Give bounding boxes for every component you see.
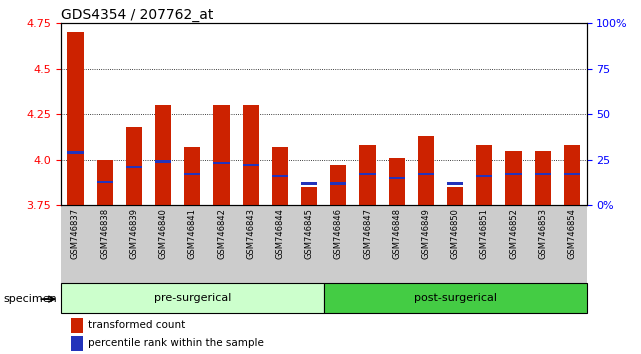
- Bar: [272, 175, 288, 177]
- Text: GSM746839: GSM746839: [129, 208, 138, 259]
- Bar: [213, 105, 229, 205]
- Bar: [67, 32, 83, 205]
- Text: post-surgerical: post-surgerical: [413, 293, 497, 303]
- Bar: [126, 166, 142, 168]
- Bar: [506, 151, 522, 205]
- Bar: [330, 182, 346, 184]
- Bar: [535, 151, 551, 205]
- Text: GSM746845: GSM746845: [304, 208, 313, 258]
- Bar: [126, 127, 142, 205]
- Bar: [67, 152, 83, 154]
- Bar: [388, 177, 404, 179]
- Text: GSM746848: GSM746848: [392, 208, 401, 259]
- Text: GSM746844: GSM746844: [276, 208, 285, 258]
- Text: GSM746854: GSM746854: [567, 208, 576, 258]
- Bar: [272, 147, 288, 205]
- Text: GSM746841: GSM746841: [188, 208, 197, 258]
- Bar: [506, 173, 522, 176]
- Bar: [243, 105, 259, 205]
- Bar: [388, 158, 404, 205]
- Bar: [360, 145, 376, 205]
- Bar: [155, 105, 171, 205]
- Bar: [418, 136, 434, 205]
- Bar: [97, 181, 113, 183]
- Text: GSM746843: GSM746843: [246, 208, 255, 259]
- Bar: [155, 160, 171, 162]
- Text: GSM746846: GSM746846: [334, 208, 343, 259]
- Bar: [447, 182, 463, 184]
- Bar: [360, 173, 376, 176]
- Bar: [447, 187, 463, 205]
- Bar: [61, 283, 324, 313]
- Bar: [324, 283, 587, 313]
- Bar: [213, 162, 229, 165]
- Text: GSM746850: GSM746850: [451, 208, 460, 258]
- Bar: [564, 145, 580, 205]
- Text: GSM746842: GSM746842: [217, 208, 226, 258]
- Bar: [564, 173, 580, 176]
- Bar: [71, 318, 83, 333]
- Text: GSM746853: GSM746853: [538, 208, 547, 259]
- Bar: [418, 173, 434, 176]
- Text: GDS4354 / 207762_at: GDS4354 / 207762_at: [61, 8, 213, 22]
- Text: GSM746851: GSM746851: [480, 208, 489, 258]
- Bar: [330, 165, 346, 205]
- Bar: [535, 173, 551, 176]
- Text: GSM746847: GSM746847: [363, 208, 372, 259]
- Text: transformed count: transformed count: [88, 320, 185, 330]
- Bar: [184, 147, 201, 205]
- Text: GSM746838: GSM746838: [100, 208, 109, 259]
- Bar: [97, 160, 113, 205]
- Bar: [476, 145, 492, 205]
- Bar: [184, 173, 201, 176]
- Bar: [301, 187, 317, 205]
- Text: GSM746837: GSM746837: [71, 208, 80, 259]
- Bar: [476, 175, 492, 177]
- Bar: [243, 164, 259, 166]
- Text: percentile rank within the sample: percentile rank within the sample: [88, 338, 264, 348]
- Text: pre-surgerical: pre-surgerical: [154, 293, 231, 303]
- Bar: [301, 182, 317, 184]
- Text: GSM746852: GSM746852: [509, 208, 518, 258]
- Bar: [71, 336, 83, 351]
- Text: GSM746849: GSM746849: [421, 208, 430, 258]
- Text: specimen: specimen: [3, 294, 57, 304]
- Text: GSM746840: GSM746840: [158, 208, 167, 258]
